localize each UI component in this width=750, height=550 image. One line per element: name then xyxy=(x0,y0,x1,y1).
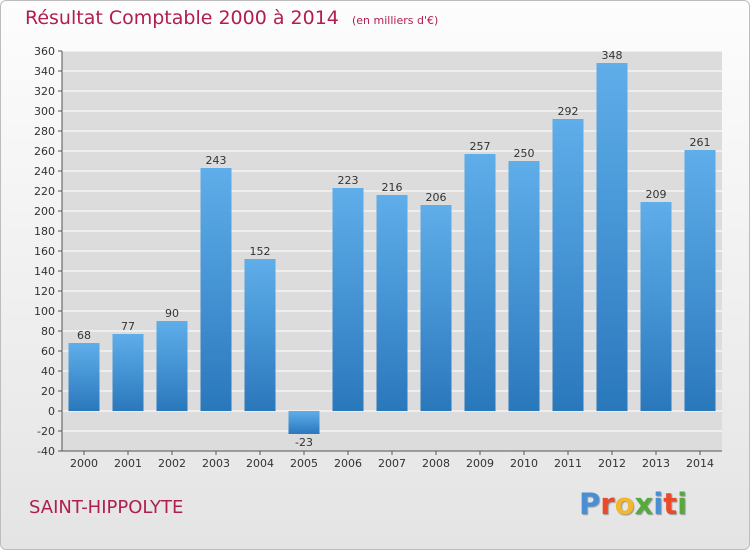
y-tick-label: -40 xyxy=(37,445,55,458)
data-label: 243 xyxy=(206,154,227,167)
bar-2000 xyxy=(68,343,100,411)
bar-2008 xyxy=(420,205,452,411)
logo-letter: i xyxy=(653,487,664,521)
bar-2006 xyxy=(332,188,364,411)
x-tick-label: 2009 xyxy=(466,457,494,470)
data-label: 90 xyxy=(165,307,179,320)
bar-2001 xyxy=(112,334,144,411)
bar-2014 xyxy=(684,150,716,411)
bar-2011 xyxy=(552,119,584,411)
y-tick-label: 40 xyxy=(41,365,55,378)
bar-2007 xyxy=(376,195,408,411)
x-tick-label: 2014 xyxy=(686,457,714,470)
x-tick-label: 2010 xyxy=(510,457,538,470)
logo-letter: i xyxy=(677,487,688,521)
data-label: 257 xyxy=(470,140,491,153)
y-tick-label: 20 xyxy=(41,385,55,398)
logo-letter: r xyxy=(600,487,615,521)
y-tick-label: 360 xyxy=(34,45,55,58)
data-label: 209 xyxy=(646,188,667,201)
y-tick-label: 280 xyxy=(34,125,55,138)
data-label: 68 xyxy=(77,329,91,342)
bar-2010 xyxy=(508,161,540,411)
x-tick-label: 2013 xyxy=(642,457,670,470)
bar-2002 xyxy=(156,321,188,411)
chart-subtitle: (en milliers d'€) xyxy=(351,14,439,27)
logo-letter: x xyxy=(634,487,654,521)
logo-letter: t xyxy=(663,487,678,521)
x-tick-label: 2007 xyxy=(378,457,406,470)
bar-2004 xyxy=(244,259,276,411)
logo-letter: o xyxy=(614,487,635,521)
y-tick-label: 340 xyxy=(34,65,55,78)
y-tick-label: 300 xyxy=(34,105,55,118)
y-tick-label: 260 xyxy=(34,145,55,158)
data-label: 261 xyxy=(690,136,711,149)
chart-title: Résultat Comptable 2000 à 2014 xyxy=(25,7,339,29)
data-label: 223 xyxy=(338,174,359,187)
x-tick-label: 2008 xyxy=(422,457,450,470)
data-label: 250 xyxy=(514,147,535,160)
data-label: -23 xyxy=(295,436,313,449)
y-tick-label: 100 xyxy=(34,305,55,318)
title-row: Résultat Comptable 2000 à 2014 (en milli… xyxy=(25,7,438,29)
bar-2003 xyxy=(200,168,232,411)
y-tick-label: 220 xyxy=(34,185,55,198)
y-tick-label: 180 xyxy=(34,225,55,238)
x-tick-label: 2005 xyxy=(290,457,318,470)
bar-2005 xyxy=(288,411,320,434)
x-tick-label: 2012 xyxy=(598,457,626,470)
bar-2013 xyxy=(640,202,672,411)
data-label: 77 xyxy=(121,320,135,333)
y-tick-label: 120 xyxy=(34,285,55,298)
bar-2009 xyxy=(464,154,496,411)
y-tick-label: 140 xyxy=(34,265,55,278)
bar-2012 xyxy=(596,63,628,411)
x-tick-label: 2002 xyxy=(158,457,186,470)
data-label: 348 xyxy=(602,49,623,62)
proxiti-logo: Proxiti xyxy=(579,487,687,521)
y-tick-label: 320 xyxy=(34,85,55,98)
y-tick-label: 60 xyxy=(41,345,55,358)
x-tick-label: 2006 xyxy=(334,457,362,470)
logo-letter: P xyxy=(579,487,601,521)
place-name: SAINT-HIPPOLYTE xyxy=(29,497,184,518)
data-label: 206 xyxy=(426,191,447,204)
y-tick-label: 160 xyxy=(34,245,55,258)
x-tick-label: 2011 xyxy=(554,457,582,470)
x-tick-label: 2003 xyxy=(202,457,230,470)
data-label: 292 xyxy=(558,105,579,118)
x-tick-label: 2000 xyxy=(70,457,98,470)
x-tick-label: 2004 xyxy=(246,457,274,470)
x-tick-label: 2001 xyxy=(114,457,142,470)
y-tick-label: 80 xyxy=(41,325,55,338)
y-tick-label: 0 xyxy=(48,405,55,418)
y-tick-label: -20 xyxy=(37,425,55,438)
data-label: 216 xyxy=(382,181,403,194)
y-tick-label: 240 xyxy=(34,165,55,178)
data-label: 152 xyxy=(250,245,271,258)
y-tick-label: 200 xyxy=(34,205,55,218)
